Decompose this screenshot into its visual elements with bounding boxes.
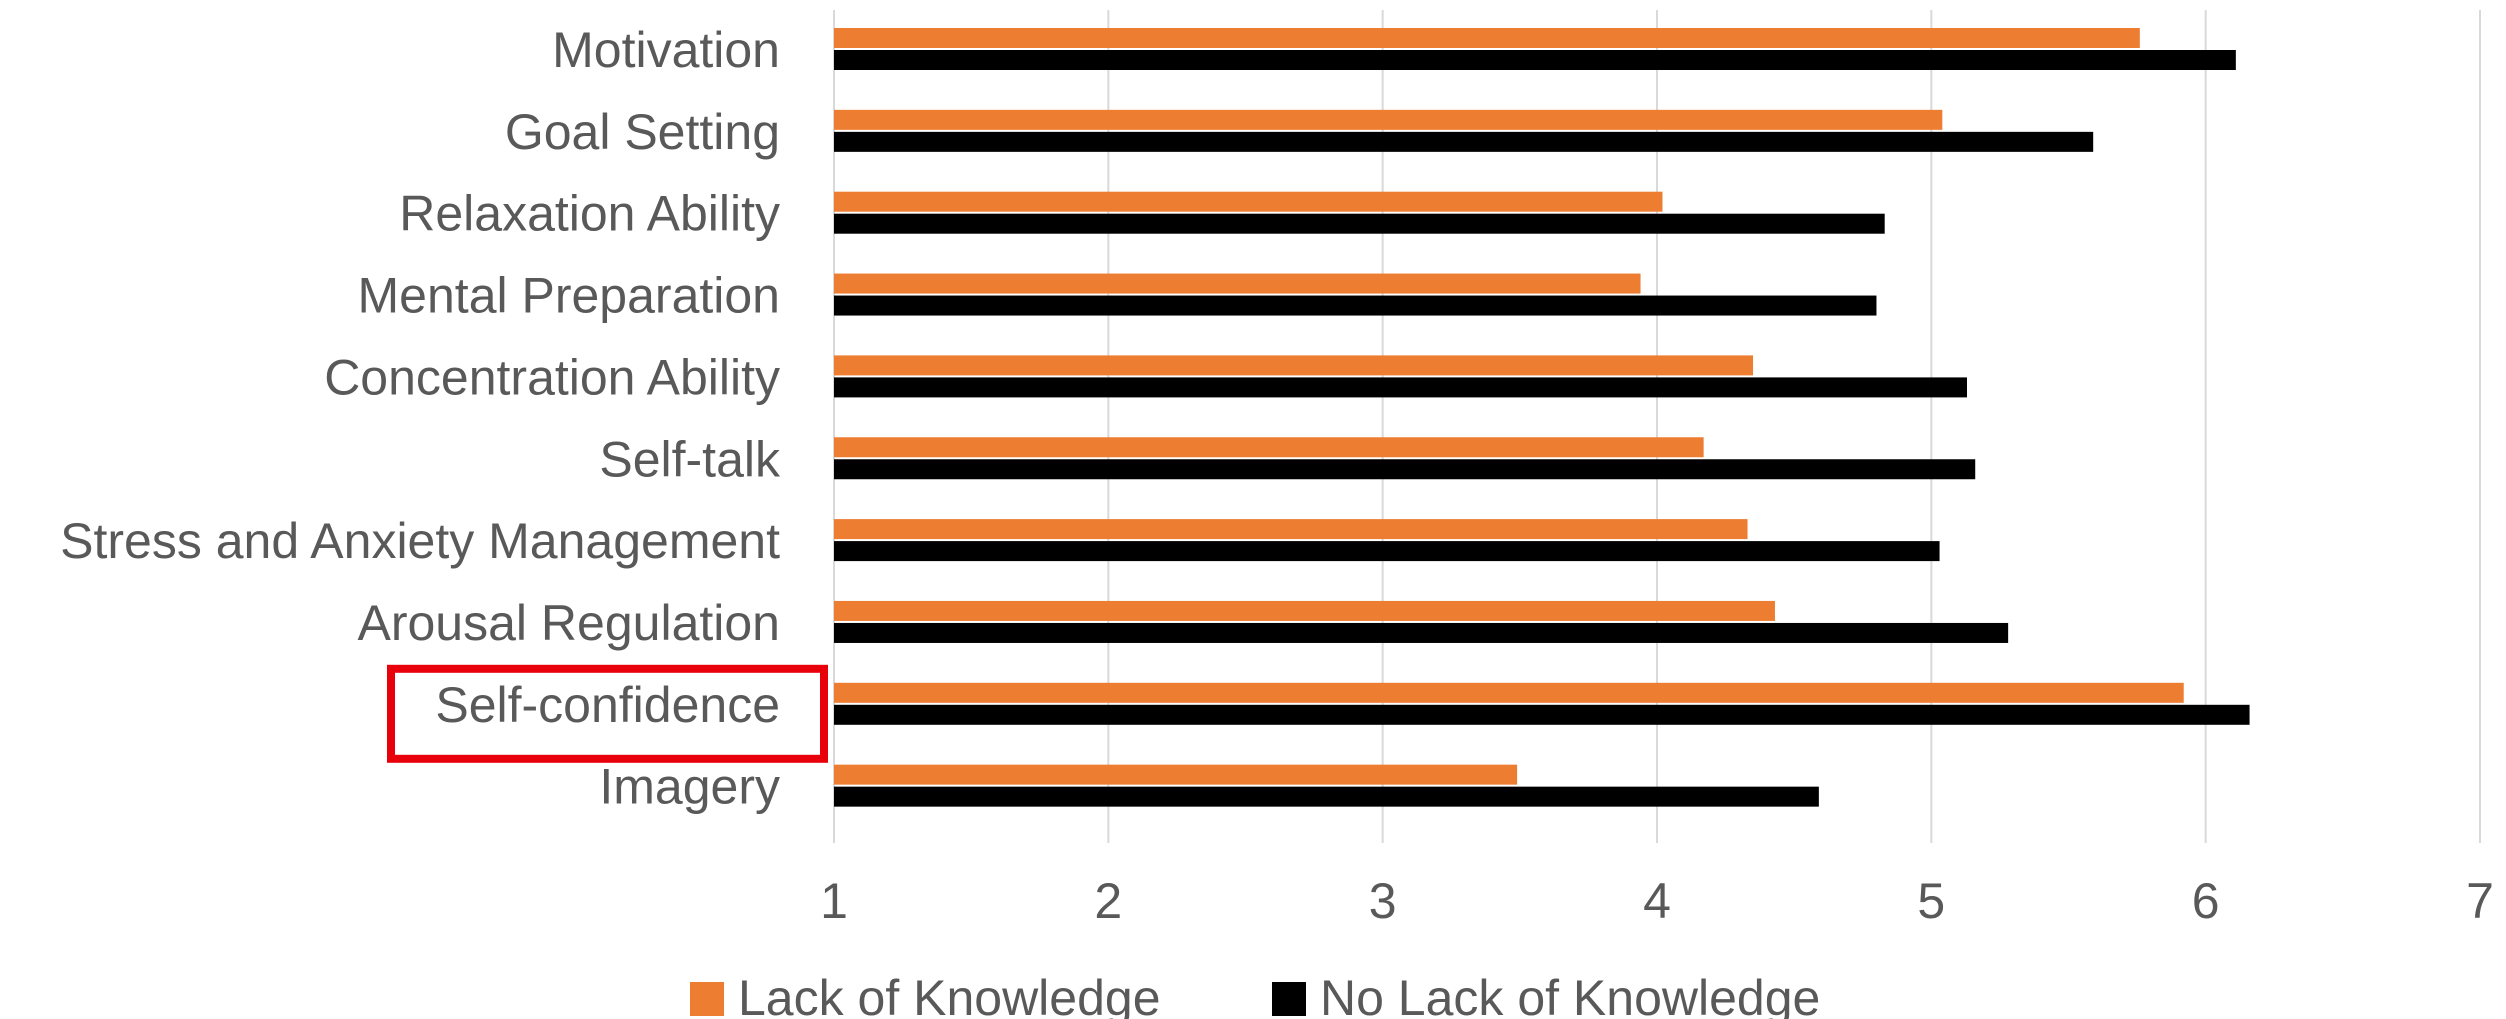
bar-no-lack-of-knowledge [834,704,2250,725]
bar-lack-of-knowledge [834,682,2184,703]
bar-lack-of-knowledge [834,109,1943,130]
category-label: Self-talk [599,431,781,487]
category-label: Motivation [552,22,780,78]
x-tick-label: 7 [2466,873,2494,929]
x-tick-label: 2 [1094,873,1122,929]
category-label: Goal Setting [505,104,780,160]
legend-swatch [690,982,724,1016]
bar-no-lack-of-knowledge [834,213,1885,234]
bar-no-lack-of-knowledge [834,459,1976,480]
bar-no-lack-of-knowledge [834,131,2094,152]
bar-no-lack-of-knowledge [834,786,1819,807]
category-label: Relaxation Ability [399,186,780,242]
legend: Lack of Knowledge No Lack of Knowledge [690,970,1820,1019]
bar-lack-of-knowledge [834,764,1518,785]
x-axis-tick-labels: 1 2 3 4 5 6 7 [820,873,2494,929]
legend-label: Lack of Knowledge [738,970,1161,1019]
legend-label: No Lack of Knowledge [1320,970,1820,1019]
bar-lack-of-knowledge [834,437,1704,458]
x-tick-label: 4 [1643,873,1671,929]
bar-lack-of-knowledge [834,519,1748,540]
x-tick-label: 6 [2192,873,2220,929]
bars [834,28,2250,807]
bar-no-lack-of-knowledge [834,295,1877,316]
category-label: Self-confidence [435,677,780,733]
category-label: Concentration Ability [324,349,780,405]
bar-lack-of-knowledge [834,191,1663,212]
category-label: Imagery [599,759,780,815]
x-tick-label: 1 [820,873,848,929]
category-label: Arousal Regulation [358,595,781,651]
bar-no-lack-of-knowledge [834,622,2009,643]
bar-lack-of-knowledge [834,600,1775,621]
category-label: Stress and Anxiety Management [60,513,780,569]
highlight-annotation [387,664,828,763]
bar-no-lack-of-knowledge [834,377,1967,398]
bar-lack-of-knowledge [834,273,1641,294]
category-label: Mental Preparation [358,268,780,324]
highlight-box [387,664,828,763]
legend-swatch [1272,982,1306,1016]
x-tick-label: 5 [1917,873,1945,929]
bar-lack-of-knowledge [834,28,2140,48]
x-tick-label: 3 [1369,873,1397,929]
bar-no-lack-of-knowledge [834,50,2236,70]
category-labels: Motivation Goal Setting Relaxation Ability… [60,22,781,815]
bar-no-lack-of-knowledge [834,541,1940,562]
bar-lack-of-knowledge [834,355,1754,376]
